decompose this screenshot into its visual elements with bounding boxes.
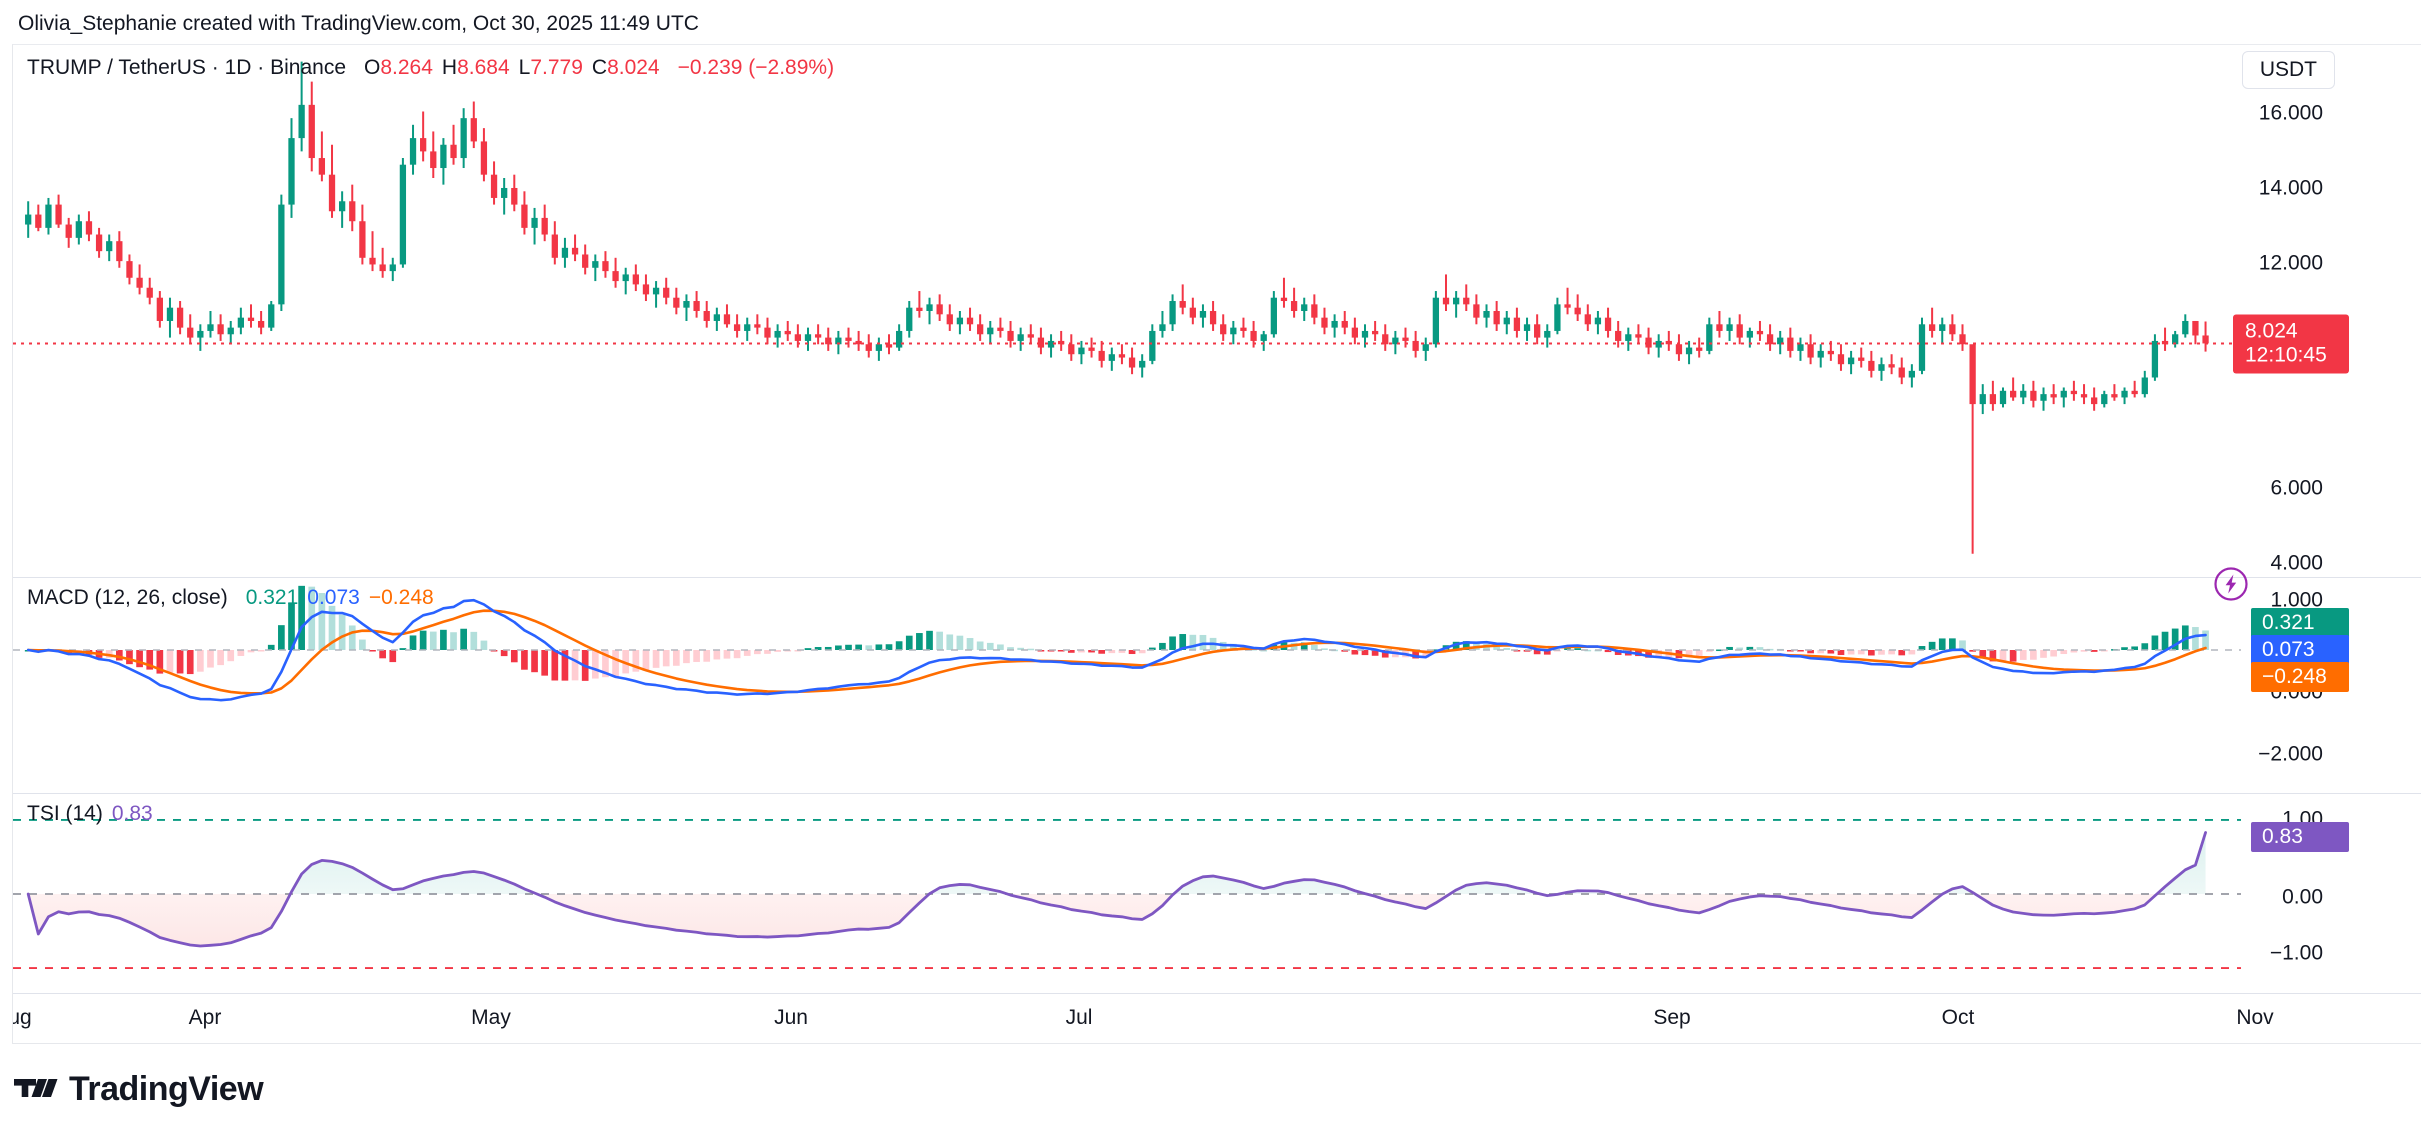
tsi-chart: [13, 819, 2241, 969]
price-axis[interactable]: USDT 16.000 14.000 12.000 10.000 6.000 4…: [2233, 45, 2421, 577]
time-axis-label: May: [471, 1006, 511, 1029]
macd-value-badge[interactable]: 0.321: [2251, 608, 2349, 638]
macd-axis-label: 1.000: [2270, 588, 2323, 612]
price-axis-label: 16.000: [2258, 101, 2323, 125]
price-axis-label: 12.000: [2258, 251, 2323, 275]
macd-pane[interactable]: 1.000 0.000 −2.000 0.321 0.073 −0.248 MA…: [13, 577, 2421, 794]
price-axis-label: 4.000: [2270, 551, 2323, 575]
time-axis-label: Nov: [2236, 1006, 2274, 1029]
macd-plot-area[interactable]: [13, 578, 2241, 794]
current-price-value: 8.024: [2245, 319, 2298, 342]
attribution-text: Olivia_Stephanie created with TradingVie…: [18, 12, 699, 35]
time-axis-label: Apr: [188, 1006, 222, 1029]
tsi-value-badge[interactable]: 0.83: [2251, 822, 2349, 852]
price-plot-area[interactable]: [13, 45, 2241, 577]
time-axis-label: Aug: [13, 1006, 32, 1029]
hist-value-badge[interactable]: −0.248: [2251, 662, 2349, 692]
price-axis-label: 6.000: [2270, 476, 2323, 500]
lightning-bolt-glyph: [2214, 567, 2248, 601]
tradingview-wordmark: TradingView: [69, 1070, 264, 1108]
tsi-axis-label: −1.00: [2269, 941, 2323, 965]
chart-container[interactable]: USDT 16.000 14.000 12.000 10.000 6.000 4…: [12, 44, 2421, 1044]
signal-value-badge[interactable]: 0.073: [2251, 635, 2349, 665]
time-axis-label: Jun: [774, 1006, 808, 1029]
macd-chart: [13, 585, 2241, 702]
time-axis-label: Oct: [1941, 1006, 1975, 1029]
tradingview-logo-icon: [14, 1079, 58, 1097]
tsi-axis[interactable]: 1.00 0.00 −1.00 0.83: [2241, 794, 2421, 994]
macd-axis[interactable]: 1.000 0.000 −2.000 0.321 0.073 −0.248: [2241, 578, 2421, 794]
tradingview-logo[interactable]: TradingView: [14, 1070, 264, 1108]
lightning-bolt-icon[interactable]: [2213, 566, 2249, 602]
current-price-tag[interactable]: 8.024 12:10:45: [2233, 314, 2349, 373]
macd-axis-label: −2.000: [2258, 742, 2323, 766]
tsi-pane[interactable]: 1.00 0.00 −1.00 0.83 TSI (14) 0.83: [13, 793, 2421, 994]
price-pane[interactable]: USDT 16.000 14.000 12.000 10.000 6.000 4…: [13, 45, 2421, 577]
bar-countdown: 12:10:45: [2245, 343, 2327, 366]
candlestick-chart: [13, 61, 2241, 554]
price-axis-label: 14.000: [2258, 176, 2323, 200]
currency-badge[interactable]: USDT: [2241, 51, 2335, 89]
tsi-axis-label: 0.00: [2282, 885, 2323, 909]
time-axis-label: Sep: [1653, 1006, 1691, 1029]
time-axis-label: Jul: [1065, 1006, 1093, 1029]
time-axis[interactable]: Apr May Jun Jul Aug Sep Oct Nov: [13, 993, 2421, 1044]
tsi-plot-area[interactable]: [13, 794, 2241, 994]
